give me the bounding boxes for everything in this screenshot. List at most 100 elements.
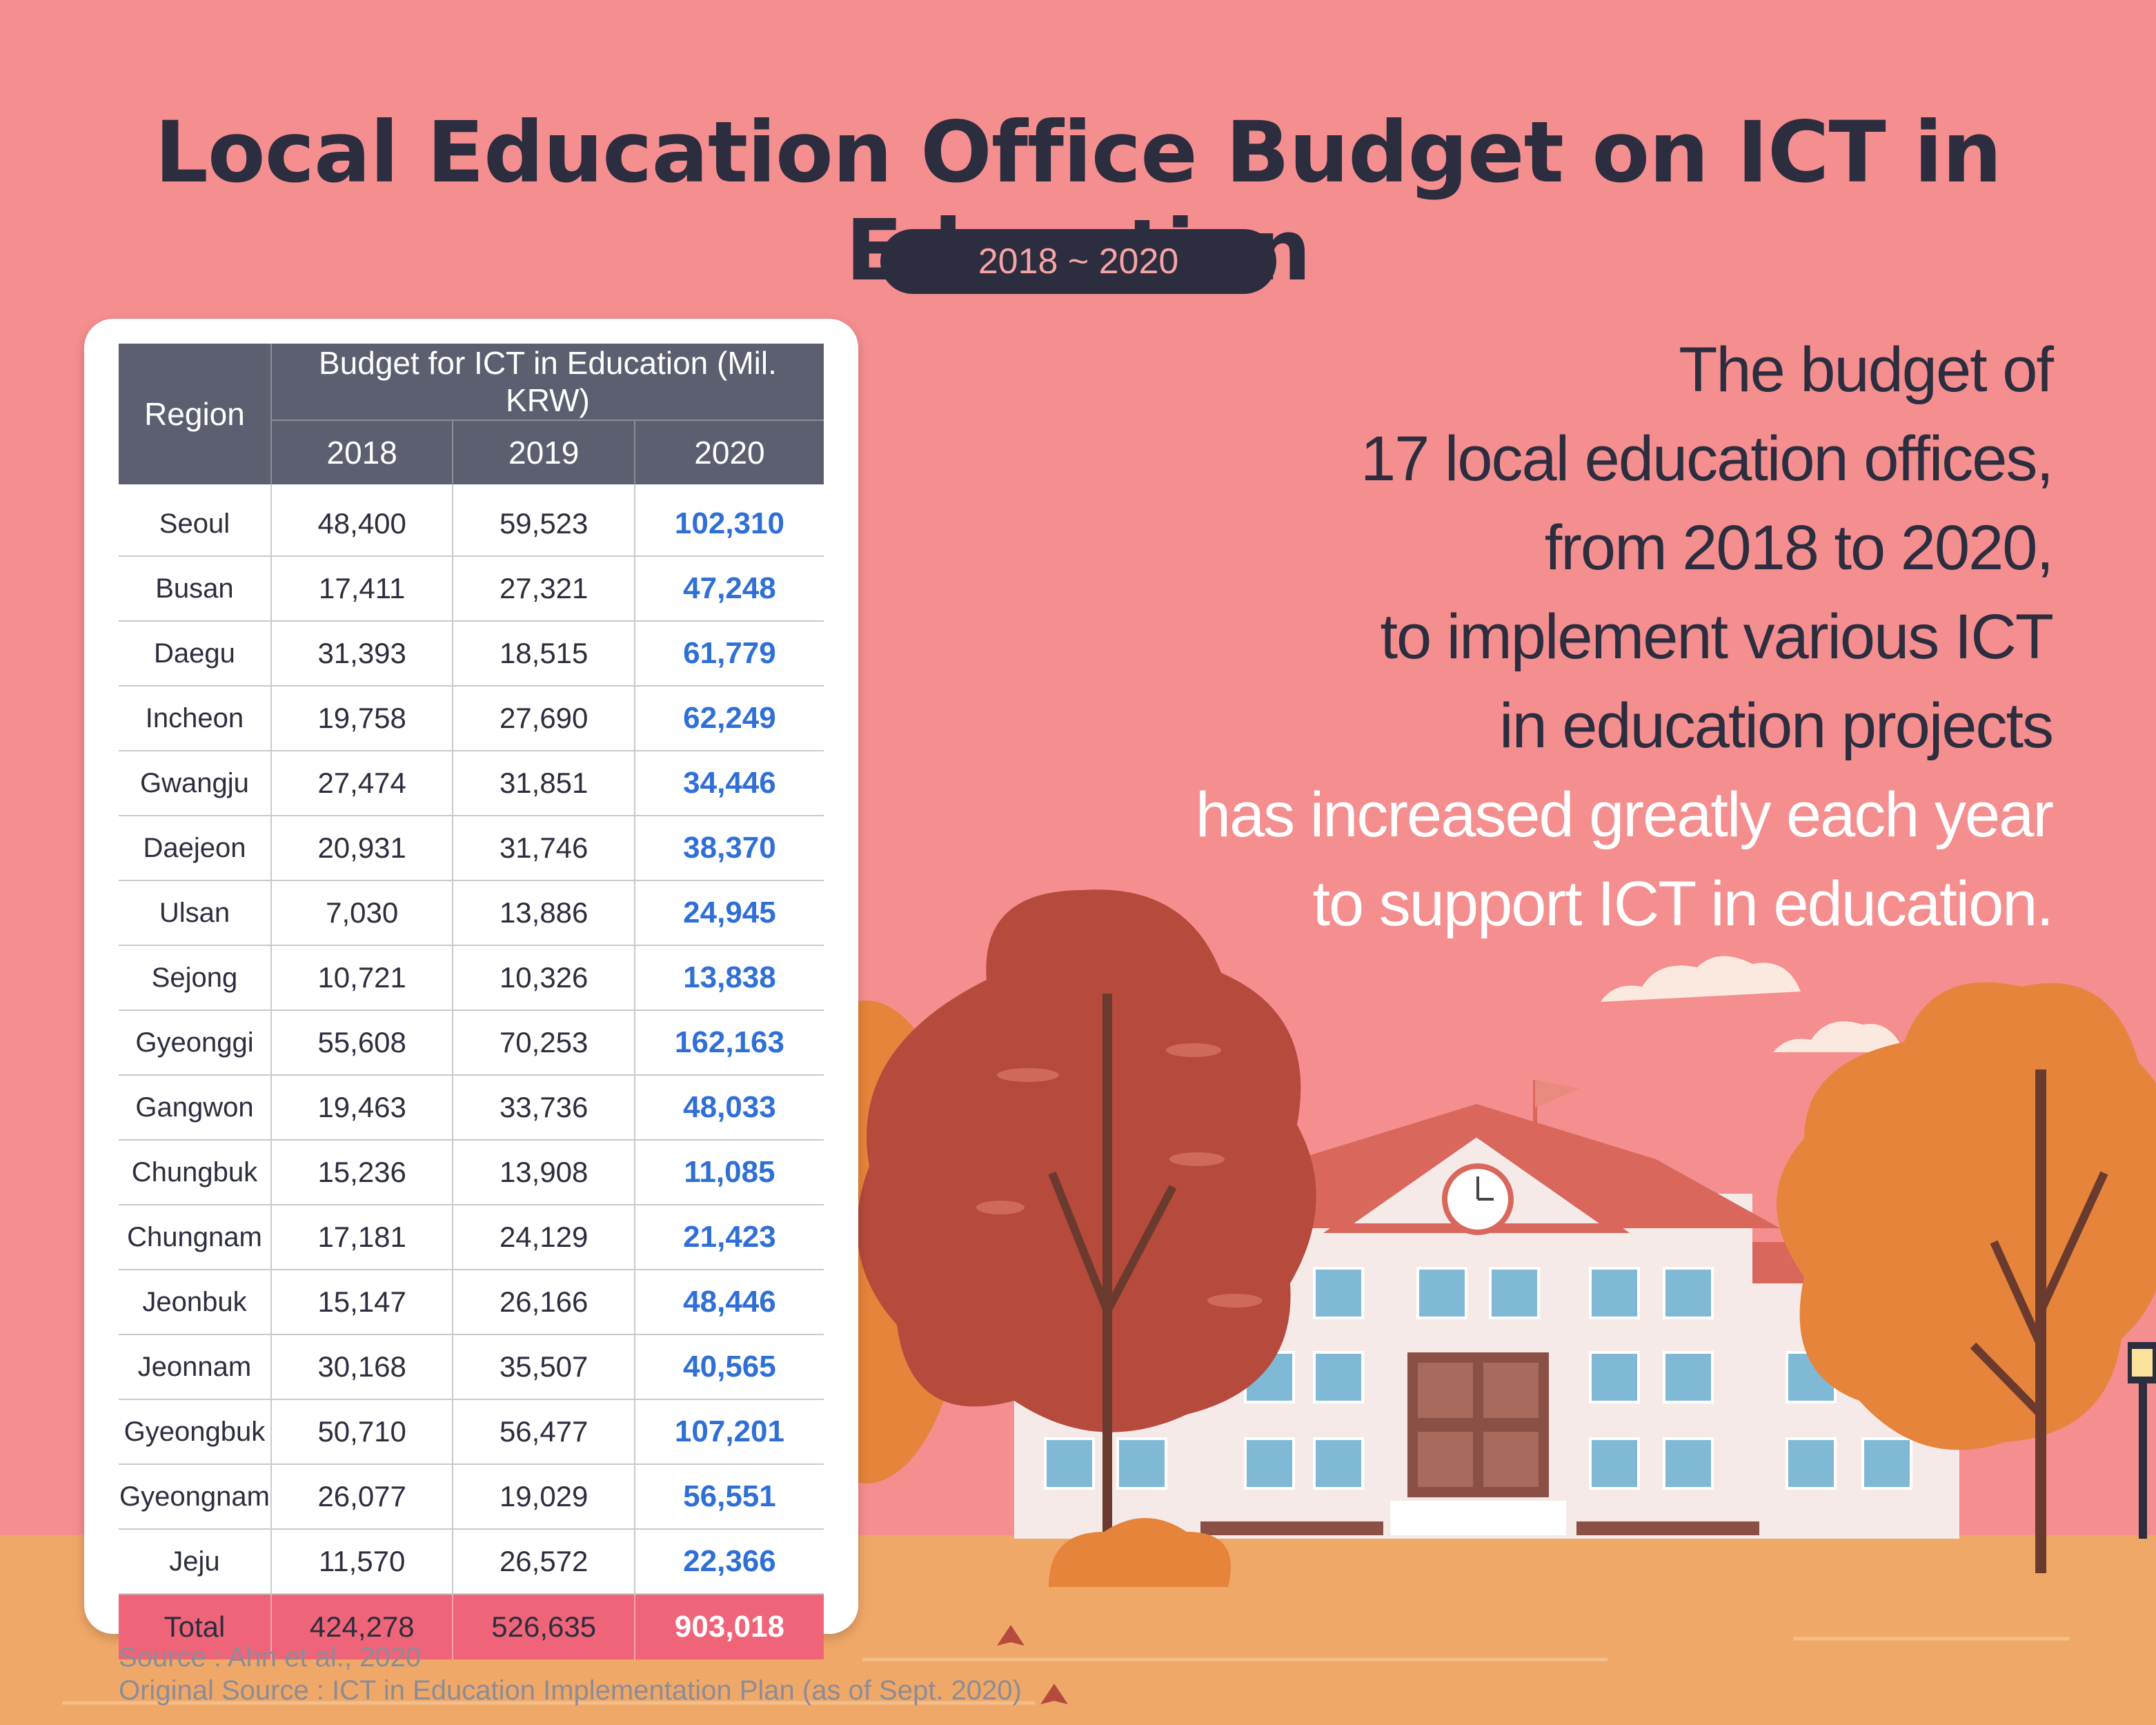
table-row: Jeonbuk 15,147 26,166 48,446 bbox=[119, 1270, 824, 1335]
table-row: Gyeonggi 55,608 70,253 162,163 bbox=[119, 1010, 824, 1076]
value-2019-cell: 13,908 bbox=[452, 1140, 635, 1205]
region-cell: Daegu bbox=[119, 621, 271, 687]
year-header-2019: 2019 bbox=[452, 420, 635, 484]
value-2020-cell: 102,310 bbox=[633, 484, 824, 557]
value-2020-cell: 61,779 bbox=[633, 621, 824, 687]
region-cell: Jeju bbox=[119, 1529, 271, 1595]
value-2020-cell: 22,366 bbox=[633, 1529, 824, 1595]
value-2020-cell: 48,446 bbox=[633, 1270, 824, 1335]
value-2018-cell: 17,181 bbox=[270, 1205, 453, 1270]
region-cell: Chungnam bbox=[119, 1205, 271, 1270]
region-cell: Incheon bbox=[119, 686, 271, 751]
value-2019-cell: 35,507 bbox=[452, 1334, 635, 1400]
table-row: Daejeon 20,931 31,746 38,370 bbox=[119, 816, 824, 881]
table-row: Incheon 19,758 27,690 62,249 bbox=[119, 686, 824, 751]
value-2019-cell: 59,523 bbox=[452, 484, 635, 557]
region-cell: Busan bbox=[119, 556, 271, 622]
value-2019-cell: 26,166 bbox=[452, 1270, 635, 1335]
total-row: Total 424,278 526,635 903,018 bbox=[119, 1594, 824, 1659]
value-2020-cell: 11,085 bbox=[633, 1140, 824, 1205]
value-2019-cell: 18,515 bbox=[452, 621, 635, 687]
value-2019-cell: 27,321 bbox=[452, 556, 635, 622]
region-cell: Ulsan bbox=[119, 880, 271, 946]
region-header: Region bbox=[119, 344, 272, 484]
value-2018-cell: 48,400 bbox=[270, 484, 453, 557]
red-tree-illustration bbox=[857, 889, 1316, 1580]
orange-tree-illustration bbox=[1777, 982, 2156, 1573]
value-2019-cell: 70,253 bbox=[452, 1010, 635, 1076]
source-note: Source : Ahn et al., 2020 Original Sourc… bbox=[119, 1641, 1022, 1707]
description-line: The budget of bbox=[1679, 335, 2054, 405]
table-row: Jeonnam 30,168 35,507 40,565 bbox=[119, 1334, 824, 1400]
budget-table: Region Budget for ICT in Education (Mil.… bbox=[119, 344, 824, 1659]
table-row: Jeju 11,570 26,572 22,366 bbox=[119, 1529, 824, 1595]
value-2018-cell: 11,570 bbox=[270, 1529, 453, 1595]
source-line: Source : Ahn et al., 2020 bbox=[119, 1642, 422, 1673]
value-2019-cell: 31,746 bbox=[452, 816, 635, 881]
original-source-line: Original Source : ICT in Education Imple… bbox=[119, 1675, 1022, 1706]
region-cell: Jeonbuk bbox=[119, 1270, 271, 1335]
value-2018-cell: 17,411 bbox=[270, 556, 453, 622]
value-2018-cell: 27,474 bbox=[270, 751, 453, 816]
value-2019-cell: 56,477 bbox=[452, 1399, 635, 1465]
value-2020-cell: 40,565 bbox=[633, 1334, 824, 1400]
value-2019-cell: 31,851 bbox=[452, 751, 635, 816]
value-2020-cell: 62,249 bbox=[633, 686, 824, 751]
table-row: Gwangju 27,474 31,851 34,446 bbox=[119, 751, 824, 816]
value-2018-cell: 7,030 bbox=[270, 880, 453, 946]
table-body: Seoul 48,400 59,523 102,310 Busan 17,411 27,32… bbox=[119, 484, 824, 1595]
table-row: Chungbuk 15,236 13,908 11,085 bbox=[119, 1140, 824, 1205]
value-2018-cell: 26,077 bbox=[270, 1464, 453, 1530]
total-2019: 526,635 bbox=[452, 1594, 635, 1659]
period-badge: 2018 ~ 2020 bbox=[880, 229, 1276, 294]
region-cell: Jeonnam bbox=[119, 1334, 271, 1400]
region-cell: Gyeongnam bbox=[119, 1464, 271, 1530]
value-2018-cell: 15,236 bbox=[270, 1140, 453, 1205]
value-2020-cell: 34,446 bbox=[633, 751, 824, 816]
table-row: Ulsan 7,030 13,886 24,945 bbox=[119, 880, 824, 946]
value-2020-cell: 13,838 bbox=[633, 945, 824, 1011]
year-header-2020: 2020 bbox=[633, 420, 824, 484]
value-2018-cell: 20,931 bbox=[270, 816, 453, 881]
description-line-highlight: has increased greatly each year bbox=[1195, 780, 2054, 850]
table-row: Gyeongbuk 50,710 56,477 107,201 bbox=[119, 1399, 824, 1465]
description-line: from 2018 to 2020, bbox=[1544, 513, 2054, 583]
value-2020-cell: 162,163 bbox=[633, 1010, 824, 1076]
value-2018-cell: 30,168 bbox=[270, 1334, 453, 1400]
value-2020-cell: 107,201 bbox=[633, 1399, 824, 1465]
value-2018-cell: 31,393 bbox=[270, 621, 453, 687]
value-2019-cell: 27,690 bbox=[452, 686, 635, 751]
region-cell: Gyeonggi bbox=[119, 1010, 271, 1076]
value-2018-cell: 19,463 bbox=[270, 1075, 453, 1141]
region-cell: Gyeongbuk bbox=[119, 1399, 271, 1465]
table-row: Gangwon 19,463 33,736 48,033 bbox=[119, 1075, 824, 1141]
value-2018-cell: 10,721 bbox=[270, 945, 453, 1011]
region-cell: Gangwon bbox=[119, 1075, 271, 1141]
region-cell: Daejeon bbox=[119, 816, 271, 881]
total-label: Total bbox=[119, 1594, 271, 1659]
description-line: 17 local education offices, bbox=[1360, 424, 2054, 494]
value-2019-cell: 13,886 bbox=[452, 880, 635, 946]
table-row: Seoul 48,400 59,523 102,310 bbox=[119, 484, 824, 557]
description-line-highlight: to support ICT in education. bbox=[1312, 869, 2054, 939]
table-row: Busan 17,411 27,321 47,248 bbox=[119, 556, 824, 622]
value-2018-cell: 15,147 bbox=[270, 1270, 453, 1335]
table-row: Gyeongnam 26,077 19,029 56,551 bbox=[119, 1464, 824, 1530]
year-header-2018: 2018 bbox=[270, 420, 453, 484]
region-cell: Gwangju bbox=[119, 751, 271, 816]
value-2018-cell: 55,608 bbox=[270, 1010, 453, 1076]
total-2018: 424,278 bbox=[270, 1594, 453, 1659]
region-cell: Chungbuk bbox=[119, 1140, 271, 1205]
value-2020-cell: 47,248 bbox=[633, 556, 824, 622]
value-2020-cell: 24,945 bbox=[633, 880, 824, 946]
description-line: in education projects bbox=[1499, 691, 2054, 761]
value-2019-cell: 19,029 bbox=[452, 1464, 635, 1530]
value-2020-cell: 48,033 bbox=[633, 1075, 824, 1141]
value-2020-cell: 38,370 bbox=[633, 816, 824, 881]
value-2020-cell: 56,551 bbox=[633, 1464, 824, 1530]
value-2019-cell: 33,736 bbox=[452, 1075, 635, 1141]
region-cell: Sejong bbox=[119, 945, 271, 1011]
value-2020-cell: 21,423 bbox=[633, 1205, 824, 1270]
value-2019-cell: 10,326 bbox=[452, 945, 635, 1011]
